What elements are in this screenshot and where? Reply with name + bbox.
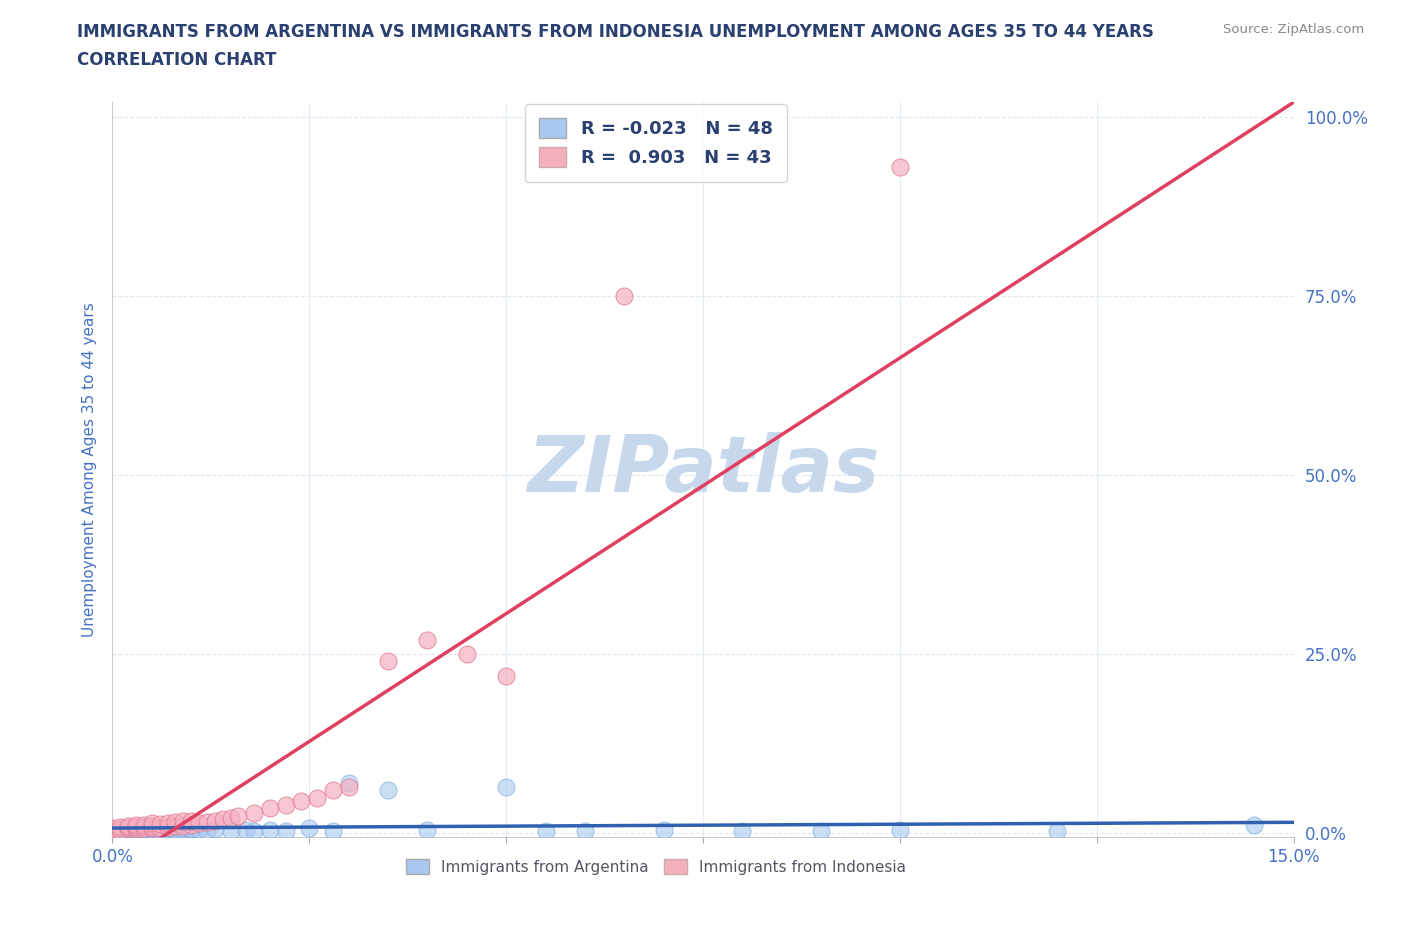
Point	[416, 822, 439, 837]
Point	[125, 822, 148, 837]
Point	[195, 815, 218, 830]
Point	[298, 821, 321, 836]
Point	[132, 819, 155, 834]
Point	[141, 821, 163, 836]
Point	[211, 812, 233, 827]
Point	[274, 823, 297, 838]
Point	[110, 822, 132, 837]
Point	[165, 815, 187, 830]
Point	[132, 820, 155, 835]
Y-axis label: Unemployment Among Ages 35 to 44 years: Unemployment Among Ages 35 to 44 years	[82, 302, 97, 637]
Point	[101, 822, 124, 837]
Point	[125, 822, 148, 837]
Point	[149, 820, 172, 835]
Point	[141, 822, 163, 837]
Point	[259, 822, 281, 837]
Point	[172, 824, 194, 839]
Point	[180, 817, 202, 832]
Point	[172, 814, 194, 829]
Point	[1046, 823, 1069, 838]
Point	[204, 822, 226, 837]
Point	[165, 823, 187, 838]
Point	[141, 821, 163, 836]
Point	[652, 822, 675, 837]
Point	[219, 810, 242, 825]
Point	[156, 816, 179, 830]
Point	[495, 669, 517, 684]
Point	[117, 821, 139, 836]
Point	[731, 823, 754, 838]
Point	[337, 776, 360, 790]
Point	[132, 823, 155, 838]
Point	[101, 824, 124, 839]
Point	[307, 790, 329, 805]
Text: Source: ZipAtlas.com: Source: ZipAtlas.com	[1223, 23, 1364, 36]
Point	[149, 823, 172, 838]
Point	[810, 824, 832, 839]
Point	[377, 783, 399, 798]
Point	[259, 801, 281, 816]
Point	[149, 817, 172, 831]
Point	[574, 824, 596, 839]
Point	[110, 822, 132, 837]
Point	[377, 654, 399, 669]
Point	[101, 820, 124, 835]
Point	[156, 822, 179, 837]
Point	[180, 823, 202, 838]
Text: IMMIGRANTS FROM ARGENTINA VS IMMIGRANTS FROM INDONESIA UNEMPLOYMENT AMONG AGES 3: IMMIGRANTS FROM ARGENTINA VS IMMIGRANTS …	[77, 23, 1154, 41]
Point	[204, 813, 226, 828]
Point	[219, 823, 242, 838]
Point	[1243, 817, 1265, 832]
Point	[188, 822, 211, 837]
Point	[117, 818, 139, 833]
Point	[141, 818, 163, 833]
Text: CORRELATION CHART: CORRELATION CHART	[77, 51, 277, 69]
Point	[165, 822, 187, 837]
Point	[889, 822, 911, 837]
Point	[416, 632, 439, 647]
Point	[110, 824, 132, 839]
Point	[149, 821, 172, 836]
Point	[195, 823, 218, 838]
Point	[322, 783, 344, 798]
Point	[274, 797, 297, 812]
Point	[534, 823, 557, 838]
Point	[165, 818, 187, 833]
Point	[180, 822, 202, 837]
Point	[180, 813, 202, 828]
Point	[156, 820, 179, 835]
Point	[243, 806, 266, 821]
Point	[132, 822, 155, 837]
Text: ZIPatlas: ZIPatlas	[527, 432, 879, 508]
Legend: Immigrants from Argentina, Immigrants from Indonesia: Immigrants from Argentina, Immigrants fr…	[399, 853, 912, 881]
Point	[235, 822, 257, 837]
Point	[495, 779, 517, 794]
Point	[156, 819, 179, 834]
Point	[156, 824, 179, 839]
Point	[132, 817, 155, 832]
Point	[125, 817, 148, 832]
Point	[228, 809, 250, 824]
Point	[101, 822, 124, 837]
Point	[188, 816, 211, 830]
Point	[141, 824, 163, 839]
Point	[117, 823, 139, 838]
Point	[290, 793, 312, 808]
Point	[243, 824, 266, 839]
Point	[125, 820, 148, 835]
Point	[172, 818, 194, 833]
Point	[456, 646, 478, 661]
Point	[322, 823, 344, 838]
Point	[172, 821, 194, 836]
Point	[141, 816, 163, 830]
Point	[110, 819, 132, 834]
Point	[337, 779, 360, 794]
Point	[125, 819, 148, 834]
Point	[117, 821, 139, 836]
Point	[125, 824, 148, 839]
Point	[889, 159, 911, 174]
Point	[613, 288, 636, 303]
